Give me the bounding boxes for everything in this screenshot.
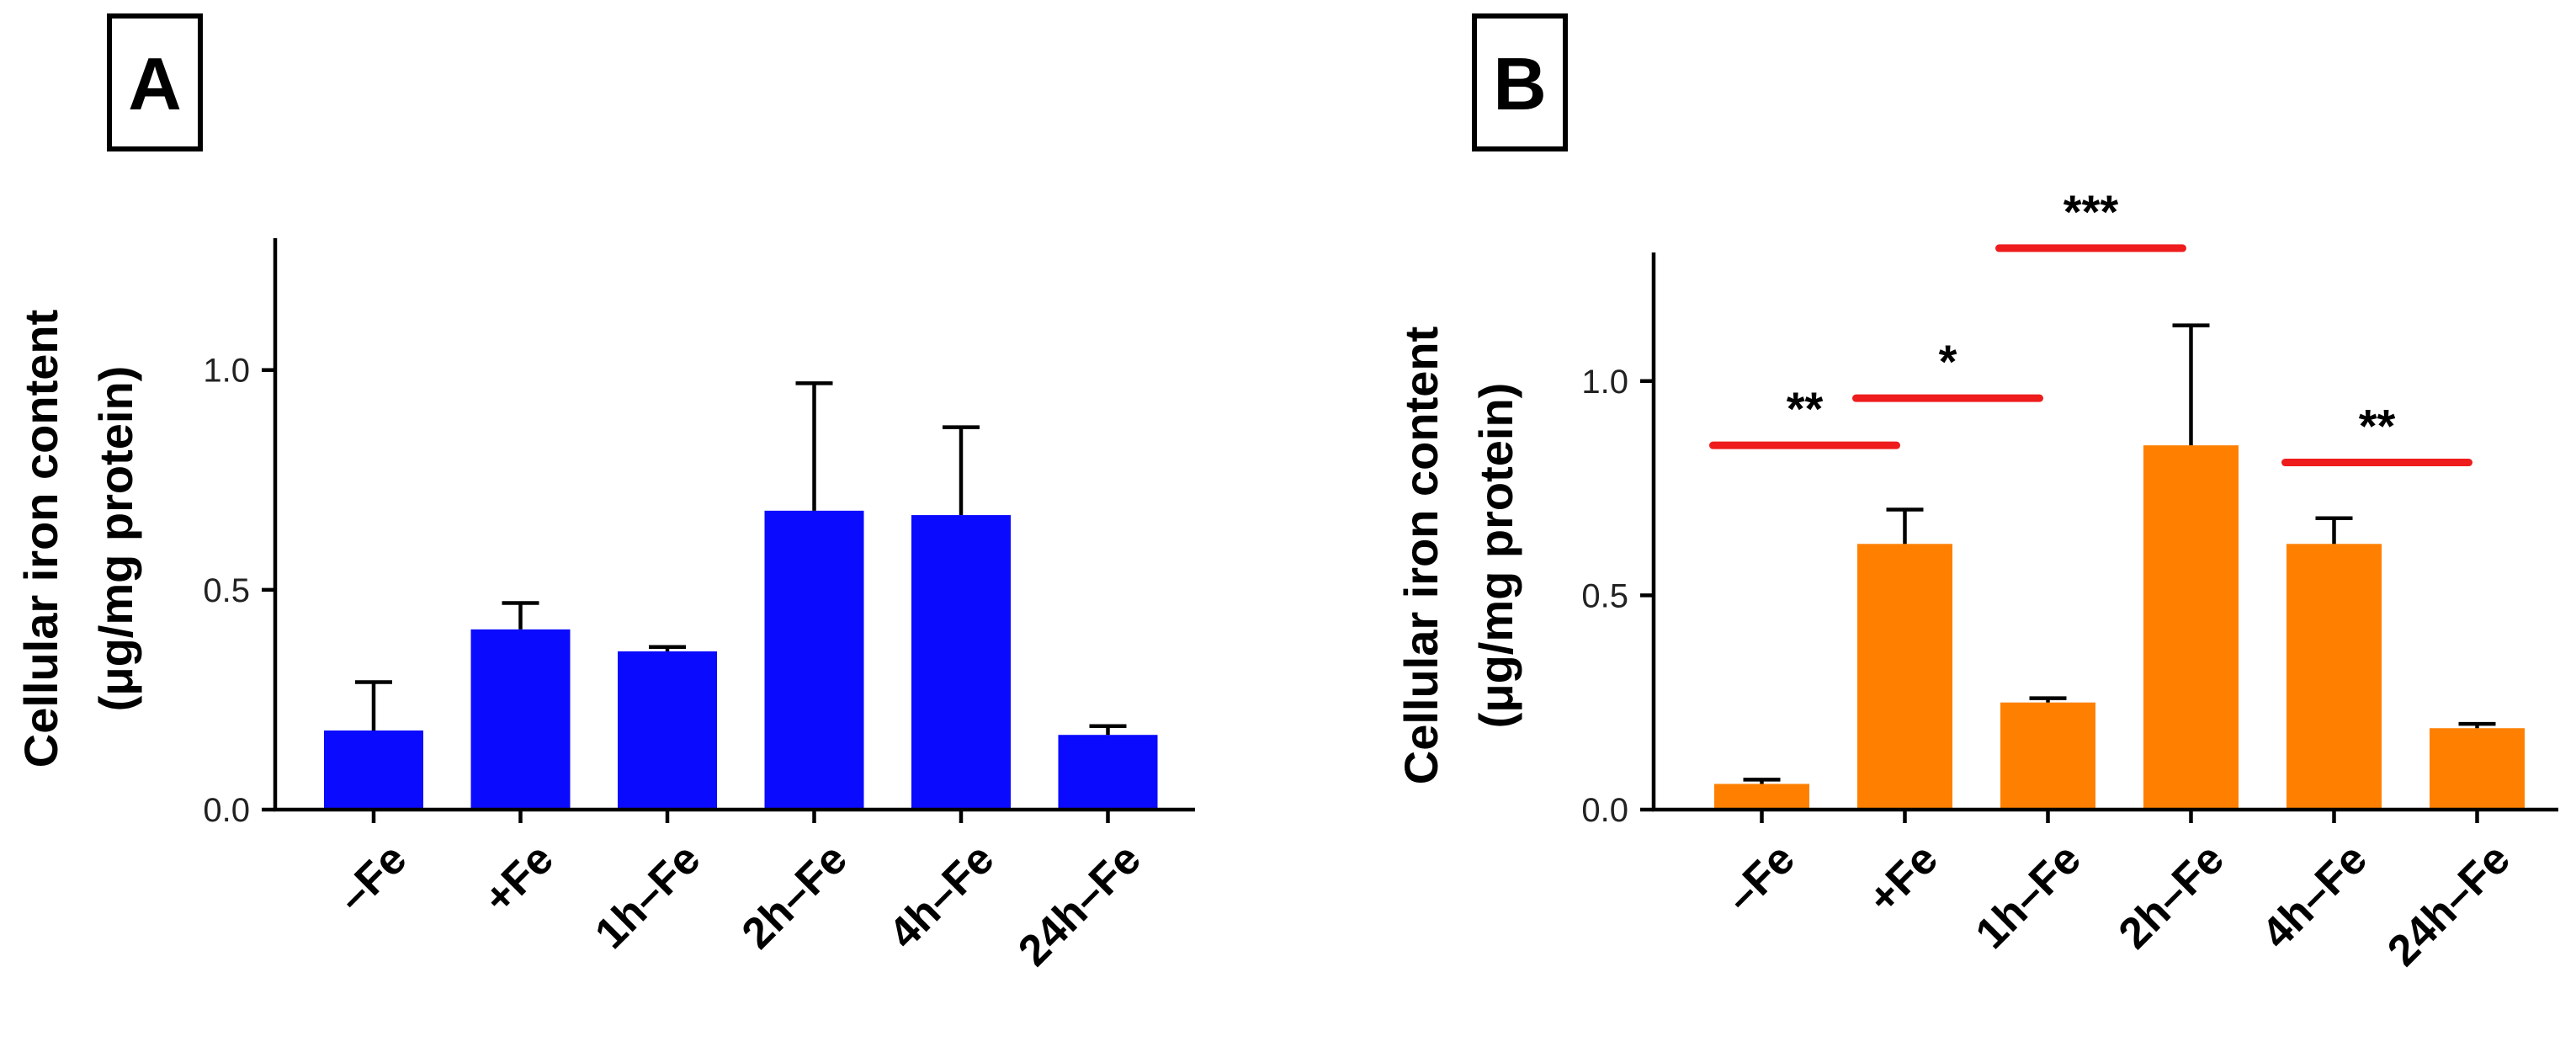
panel-b-y-tick-label-1: 0.5 xyxy=(1581,577,1628,614)
panel-b-bar-4 xyxy=(2287,544,2382,810)
panel-b-letter: B xyxy=(1493,42,1547,125)
panel-a-y-tick-label-1: 0.5 xyxy=(203,572,250,609)
panel-b-significance-label-2: *** xyxy=(2063,185,2119,238)
panel-a-x-tick-label-1: +Fe xyxy=(475,834,563,922)
panel-b-x-tick-label-4: 4h–Fe xyxy=(2253,834,2377,958)
panel-a-label-box xyxy=(107,13,203,151)
panel-b-x-tick-label-3: 2h–Fe xyxy=(2110,834,2233,958)
panel-b-x-tick-label-1: +Fe xyxy=(1859,834,1947,922)
panel-b-x-tick-label-0: –Fe xyxy=(1717,834,1804,922)
panel-b-significance-label-0: ** xyxy=(1787,382,1824,435)
panel-b-y-axis-title-line1: Cellular iron content xyxy=(1394,327,1447,785)
panel-a-y-axis-title-line2: (μg/mg protein) xyxy=(89,366,142,712)
panel-a-y-tick-label-0: 0.0 xyxy=(203,792,250,829)
panel-a-bar-3 xyxy=(764,510,864,810)
panel-b-bar-0 xyxy=(1714,784,1809,810)
panel-a-bar-0 xyxy=(324,730,423,810)
panel-b-bar-3 xyxy=(2143,445,2239,810)
chart-panel-b: Cellular iron content (μg/mg protein) –Fe +… xyxy=(1394,185,2558,975)
panel-a-bar-5 xyxy=(1058,735,1158,810)
panel-b-y-tick-label-0: 0.0 xyxy=(1581,792,1628,829)
panel-a-x-tick-label-5: 24h–Fe xyxy=(1009,834,1150,975)
panel-b-x-tick-label-2: 1h–Fe xyxy=(1967,834,2090,958)
chart-panel-a: Cellular iron content (μg/mg protein) –Fe +… xyxy=(14,238,1195,975)
panel-b-y-tick-label-2: 1.0 xyxy=(1581,364,1628,401)
panel-a-y-tick-label-2: 1.0 xyxy=(203,353,250,390)
panel-b-label: B xyxy=(1472,13,1568,151)
panel-a-label: A xyxy=(107,13,203,151)
panel-a-bar-1 xyxy=(470,629,571,810)
panel-b-bar-1 xyxy=(1857,544,1952,810)
panel-b-bar-2 xyxy=(2000,702,2095,810)
panel-a-x-tick-label-4: 4h–Fe xyxy=(879,834,1003,958)
panel-a-x-tick-label-3: 2h–Fe xyxy=(733,834,857,958)
panel-a-bar-4 xyxy=(911,515,1011,810)
panel-b-label-box xyxy=(1472,13,1568,151)
panel-b-significance-label-1: * xyxy=(1939,335,1957,388)
panel-a-bar-2 xyxy=(618,651,717,810)
panel-a-x-tick-label-2: 1h–Fe xyxy=(586,834,709,958)
panel-b-bar-5 xyxy=(2430,728,2525,810)
panel-a-x-tick-label-0: –Fe xyxy=(328,834,416,922)
panel-a-y-axis-title-line1: Cellular iron content xyxy=(14,310,67,768)
panel-b-significance-label-3: ** xyxy=(2359,400,2396,453)
panel-b-x-tick-label-5: 24h–Fe xyxy=(2378,834,2520,975)
panel-b-y-axis-title-line2: (μg/mg protein) xyxy=(1469,383,1522,729)
panel-a-letter: A xyxy=(128,42,182,125)
